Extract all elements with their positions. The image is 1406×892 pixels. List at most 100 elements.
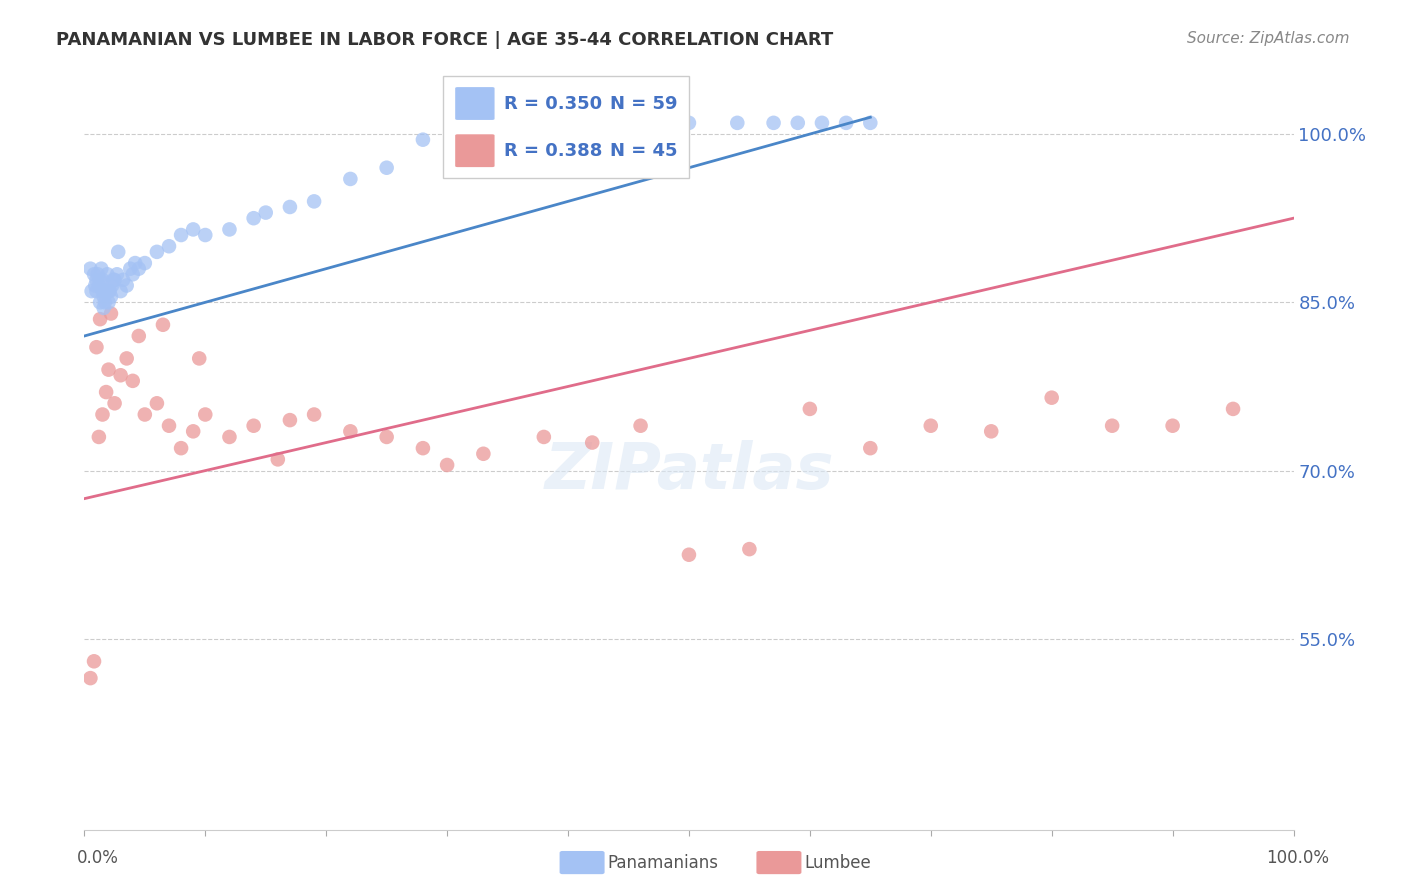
Point xyxy=(79,671,101,685)
Point xyxy=(134,408,156,422)
Point xyxy=(128,329,150,343)
Text: Source: ZipAtlas.com: Source: ZipAtlas.com xyxy=(1187,31,1350,46)
Point xyxy=(97,284,120,298)
Point xyxy=(79,261,101,276)
Point xyxy=(93,290,115,304)
Point xyxy=(120,261,142,276)
Point xyxy=(835,116,858,130)
Point xyxy=(96,268,118,282)
Point xyxy=(762,116,785,130)
Point xyxy=(146,396,169,410)
Point xyxy=(86,284,108,298)
Point xyxy=(101,278,124,293)
Point xyxy=(86,340,108,354)
Point xyxy=(194,227,217,242)
Point xyxy=(94,385,117,400)
Point xyxy=(254,205,277,219)
Text: R = 0.350: R = 0.350 xyxy=(505,95,603,112)
Point xyxy=(98,284,121,298)
Point xyxy=(94,284,117,298)
Point xyxy=(104,396,127,410)
Point xyxy=(124,256,146,270)
Point xyxy=(94,284,117,298)
Point xyxy=(100,290,122,304)
Point xyxy=(218,430,240,444)
Point xyxy=(811,116,834,130)
FancyBboxPatch shape xyxy=(443,76,689,178)
Point xyxy=(157,418,180,433)
Text: N = 59: N = 59 xyxy=(610,95,678,112)
Point xyxy=(91,408,114,422)
Text: 0.0%: 0.0% xyxy=(77,849,120,867)
Point xyxy=(1040,391,1063,405)
Point xyxy=(194,408,217,422)
Point xyxy=(86,268,108,282)
Point xyxy=(593,116,616,130)
Point xyxy=(436,458,458,472)
Point xyxy=(460,121,482,136)
Point xyxy=(112,273,135,287)
Point xyxy=(104,273,127,287)
Point xyxy=(121,268,143,282)
Point xyxy=(89,273,111,287)
Point xyxy=(738,542,761,557)
Point xyxy=(278,413,301,427)
Point xyxy=(242,211,264,226)
Point xyxy=(725,116,748,130)
FancyBboxPatch shape xyxy=(456,87,495,120)
Point xyxy=(80,284,103,298)
Point xyxy=(146,244,169,259)
Point xyxy=(1161,418,1184,433)
Text: Lumbee: Lumbee xyxy=(804,854,870,871)
Point xyxy=(533,430,555,444)
Point xyxy=(134,256,156,270)
Point xyxy=(533,116,555,130)
Point xyxy=(472,447,495,461)
Point xyxy=(121,374,143,388)
Point xyxy=(412,441,434,455)
Point xyxy=(89,295,111,310)
Point xyxy=(110,284,132,298)
Point xyxy=(83,268,105,282)
Point xyxy=(859,116,882,130)
Point xyxy=(1101,418,1123,433)
Text: 100.0%: 100.0% xyxy=(1265,849,1329,867)
Point xyxy=(799,401,821,416)
Point xyxy=(170,441,193,455)
Point xyxy=(980,425,1002,439)
Text: PANAMANIAN VS LUMBEE IN LABOR FORCE | AGE 35-44 CORRELATION CHART: PANAMANIAN VS LUMBEE IN LABOR FORCE | AG… xyxy=(56,31,834,49)
Point xyxy=(115,278,138,293)
Point xyxy=(678,548,700,562)
Point xyxy=(630,418,652,433)
Point xyxy=(100,307,122,321)
Point xyxy=(339,425,361,439)
Point xyxy=(302,194,325,209)
Point xyxy=(920,418,942,433)
Point xyxy=(188,351,211,366)
Point xyxy=(87,430,110,444)
Point xyxy=(181,425,204,439)
Point xyxy=(859,441,882,455)
Point xyxy=(94,295,117,310)
Point xyxy=(218,222,240,236)
Point xyxy=(157,239,180,253)
Point xyxy=(91,273,114,287)
Point xyxy=(152,318,174,332)
Text: Panamanians: Panamanians xyxy=(607,854,718,871)
Text: ZIPatlas: ZIPatlas xyxy=(544,440,834,501)
Point xyxy=(786,116,808,130)
Point xyxy=(91,284,114,298)
Point xyxy=(87,278,110,293)
Point xyxy=(83,654,105,668)
Point xyxy=(375,161,398,175)
Point xyxy=(678,116,700,130)
FancyBboxPatch shape xyxy=(456,135,495,167)
Point xyxy=(128,261,150,276)
Point xyxy=(97,362,120,376)
Point xyxy=(242,418,264,433)
Text: N = 45: N = 45 xyxy=(610,142,678,160)
Point xyxy=(412,133,434,147)
Point xyxy=(110,368,132,383)
Point xyxy=(339,172,361,186)
Point xyxy=(105,268,128,282)
